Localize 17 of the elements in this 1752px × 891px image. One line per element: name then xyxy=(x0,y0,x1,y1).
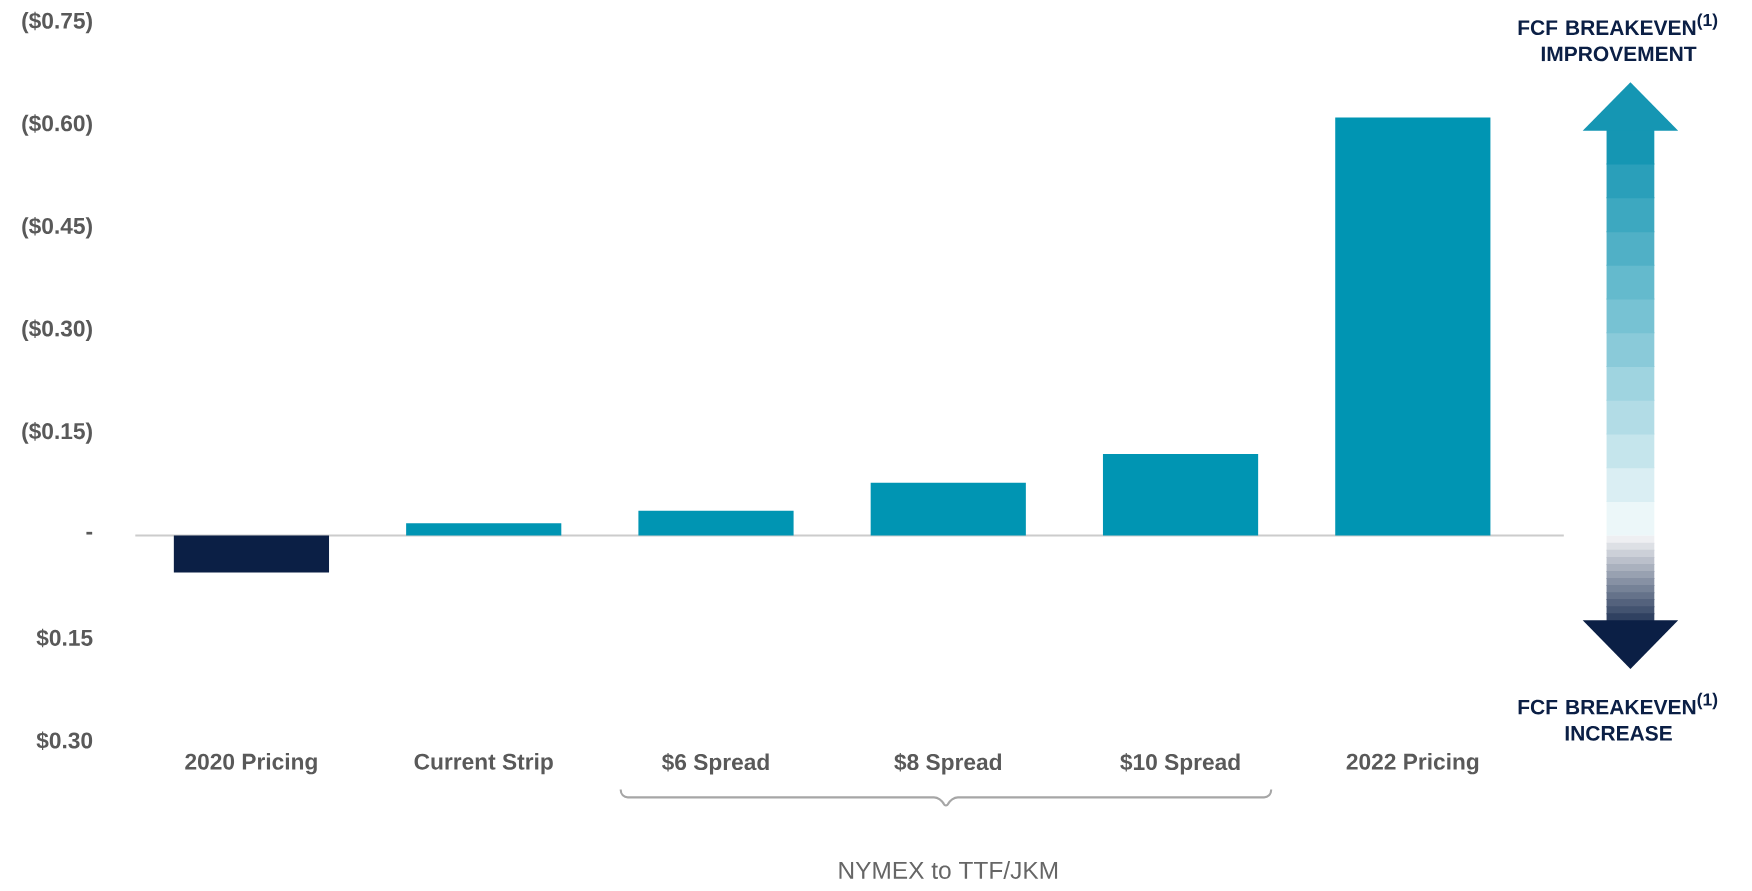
y-tick-label: ($0.45) xyxy=(22,217,92,239)
annotation: FCF BREAKEVEN$^{(1)}$ IMPROVEMENT xyxy=(1518,13,1718,62)
x-tick-label: 2022 Pricing xyxy=(1346,753,1479,775)
x-tick-label: $6 Spread xyxy=(661,753,769,775)
y-tick-label: $0.15 xyxy=(36,629,93,648)
y-tick-label: - xyxy=(86,532,93,535)
x-tick-label: 2020 Pricing xyxy=(185,753,317,775)
text: NYMEX to TTF/JKM xyxy=(839,861,1058,880)
y-tick-label: ($0.30) xyxy=(22,319,92,342)
text: FCF BREAKEVEN$^{(1)}$ INCREASE xyxy=(1518,693,1718,741)
y-tick-label: ($0.60) xyxy=(22,114,92,137)
y-tick-label: ($0.75) xyxy=(22,11,92,34)
y-tick-label: $0.30 xyxy=(36,731,93,751)
x-tick-label: Current Strip xyxy=(414,753,553,775)
y-tick-label: ($0.15) xyxy=(22,422,92,444)
x-tick-label: $10 Spread xyxy=(1120,753,1240,775)
x-tick-label: $8 Spread xyxy=(894,753,1002,775)
